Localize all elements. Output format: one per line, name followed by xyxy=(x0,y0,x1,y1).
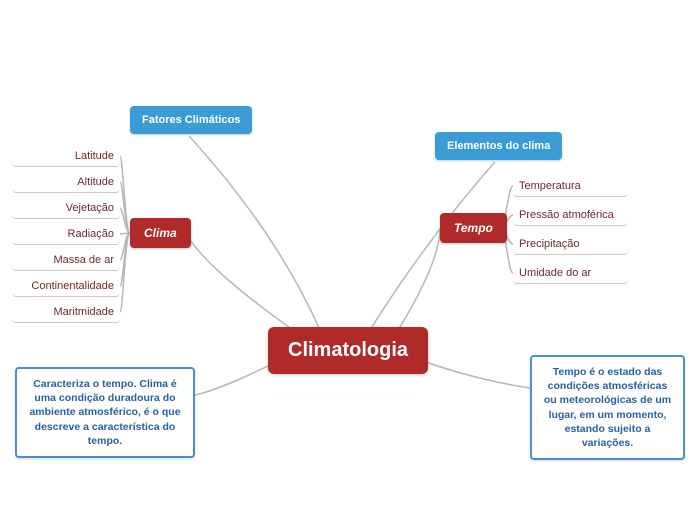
tempo-leaf[interactable]: Umidade do ar xyxy=(513,263,628,284)
clima-leaf[interactable]: Latitude xyxy=(12,146,120,167)
clima-leaf[interactable]: Radiação xyxy=(12,224,120,245)
clima-leaf[interactable]: Altitude xyxy=(12,172,120,193)
clima-leaf[interactable]: Vejetação xyxy=(12,198,120,219)
leaf-label: Altitude xyxy=(77,176,114,188)
node-label: Clima xyxy=(144,226,177,240)
tempo-leaf[interactable]: Pressão atmoférica xyxy=(513,205,628,226)
note-text: Caracteriza o tempo. Clima é uma condiçã… xyxy=(29,378,180,447)
clima-leaf[interactable]: Massa de ar xyxy=(12,250,120,271)
leaf-label: Radiação xyxy=(68,228,114,240)
leaf-label: Precipitação xyxy=(519,238,580,250)
leaf-label: Temperatura xyxy=(519,180,581,192)
leaf-label: Pressão atmoférica xyxy=(519,209,614,221)
note-tempo: Tempo é o estado das condições atmosféri… xyxy=(530,355,685,460)
clima-leaf[interactable]: Maritmidade xyxy=(12,302,120,323)
note-text: Tempo é o estado das condições atmosféri… xyxy=(544,366,671,449)
leaf-label: Maritmidade xyxy=(53,306,114,318)
note-clima: Caracteriza o tempo. Clima é uma condiçã… xyxy=(15,367,195,458)
node-fatores-climaticos[interactable]: Fatores Climáticos xyxy=(130,106,252,134)
leaf-label: Umidade do ar xyxy=(519,267,591,279)
leaf-label: Massa de ar xyxy=(53,254,114,266)
leaf-label: Latitude xyxy=(75,150,114,162)
tempo-leaf[interactable]: Precipitação xyxy=(513,234,628,255)
node-label: Fatores Climáticos xyxy=(142,114,240,126)
center-node[interactable]: Climatologia xyxy=(268,327,428,374)
node-label: Elementos do clima xyxy=(447,140,550,152)
node-clima[interactable]: Clima xyxy=(130,218,191,248)
leaf-label: Continentalidade xyxy=(31,280,114,292)
center-label: Climatologia xyxy=(288,339,408,361)
tempo-leaf[interactable]: Temperatura xyxy=(513,176,628,197)
leaf-label: Vejetação xyxy=(66,202,114,214)
node-elementos-do-clima[interactable]: Elementos do clima xyxy=(435,132,562,160)
node-tempo[interactable]: Tempo xyxy=(440,213,507,243)
node-label: Tempo xyxy=(454,221,493,235)
clima-leaf[interactable]: Continentalidade xyxy=(12,276,120,297)
